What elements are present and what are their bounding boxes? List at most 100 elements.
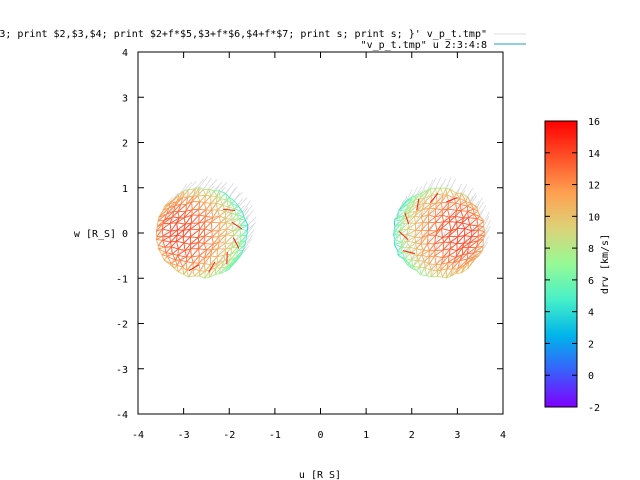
- mesh-segment: [393, 223, 402, 232]
- mesh-segment: [457, 228, 466, 237]
- mesh-segment: [440, 264, 442, 271]
- mesh-segment: [239, 234, 248, 243]
- mesh-segment: [206, 243, 214, 251]
- mesh-segment: [204, 216, 206, 222]
- mesh-segment: [188, 264, 200, 272]
- mesh-segment: [216, 202, 223, 206]
- mesh-segment: [451, 260, 460, 270]
- mesh-segment: [442, 235, 449, 239]
- mesh-segment: [214, 267, 221, 275]
- velocity-arrow: [435, 211, 442, 223]
- mesh-segment: [184, 250, 188, 258]
- mesh-segment: [226, 223, 232, 230]
- mesh-segment: [204, 221, 212, 230]
- mesh-segment: [209, 274, 216, 278]
- mesh-segment: [450, 241, 457, 245]
- mesh-segment: [170, 246, 173, 254]
- mesh-segment: [237, 249, 244, 252]
- mesh-segment: [393, 239, 396, 245]
- mesh-segment: [447, 202, 456, 210]
- mesh-segment: [393, 230, 401, 233]
- mesh-segment: [205, 269, 211, 272]
- mesh-segment: [435, 264, 438, 271]
- mesh-segment: [423, 249, 430, 252]
- mesh-segment: [448, 254, 457, 258]
- mesh-segment: [409, 246, 417, 250]
- mesh-segment: [394, 243, 402, 248]
- mesh-segment: [464, 235, 472, 238]
- mesh-segment: [436, 221, 444, 232]
- velocity-arrow: [482, 241, 489, 251]
- mesh-segment: [468, 236, 479, 244]
- mesh-segment: [158, 248, 167, 254]
- mesh-segment: [448, 201, 456, 204]
- mesh-segment: [415, 222, 424, 224]
- mesh-segment: [198, 215, 206, 224]
- velocity-arrow: [246, 222, 256, 235]
- mesh-segment: [442, 194, 447, 196]
- mesh-segment: [219, 210, 226, 217]
- mesh-segment: [468, 217, 478, 220]
- mesh-segment: [190, 229, 200, 238]
- mesh-segment: [468, 236, 472, 244]
- mesh-segment: [183, 222, 192, 231]
- mesh-segment: [191, 214, 200, 224]
- mesh-segment: [407, 228, 416, 231]
- mesh-segment: [204, 230, 213, 237]
- mesh-segment: [460, 200, 466, 205]
- mesh-segment: [442, 230, 452, 238]
- mesh-segment: [176, 259, 181, 266]
- mesh-segment: [428, 263, 432, 271]
- mesh-segment: [419, 190, 428, 200]
- mesh-segment: [419, 266, 426, 269]
- mesh-segment: [158, 219, 165, 222]
- mesh-segment: [418, 203, 425, 206]
- colorbar-tick-label: 4: [588, 308, 594, 319]
- mesh-segment: [419, 261, 425, 268]
- mesh-segment: [415, 242, 421, 245]
- mesh-segment: [231, 246, 238, 249]
- mesh-segment: [450, 228, 458, 232]
- mesh-segment: [460, 268, 468, 274]
- mesh-segment: [228, 250, 239, 261]
- velocity-arrow: [397, 246, 405, 256]
- mesh-segment: [204, 249, 213, 259]
- velocity-arrow: [484, 220, 491, 232]
- mesh-segment: [401, 240, 407, 243]
- mesh-segment: [239, 218, 241, 226]
- mesh-segment: [436, 269, 442, 277]
- mesh-segment: [185, 197, 189, 205]
- mesh-segment: [172, 216, 180, 219]
- mesh-segment: [454, 216, 457, 223]
- axis-ticks: [137, 51, 504, 415]
- y-tick-label: -1: [116, 274, 128, 285]
- mesh-segment: [464, 228, 473, 232]
- mesh-segment: [424, 267, 428, 277]
- mesh-segment: [393, 220, 396, 227]
- velocity-arrow: [479, 205, 486, 217]
- mesh-segment: [421, 250, 424, 256]
- mesh-segment: [168, 201, 178, 209]
- mesh-segment: [171, 259, 176, 265]
- mesh-segment: [466, 246, 477, 255]
- mesh-segment: [230, 213, 233, 220]
- mesh-segment: [440, 195, 444, 203]
- mesh-segment: [211, 221, 221, 224]
- mesh-segment: [435, 188, 438, 195]
- mesh-segment: [407, 194, 417, 205]
- mesh-segment: [236, 214, 245, 218]
- mesh-segment: [198, 243, 205, 250]
- mesh-segment: [428, 214, 436, 218]
- velocity-arrow: [477, 216, 484, 227]
- mesh-segment: [170, 240, 177, 243]
- mesh-segment: [218, 190, 221, 199]
- mesh-segment: [224, 235, 234, 244]
- mesh-segment: [225, 217, 233, 220]
- mesh-segment: [455, 198, 461, 204]
- mesh-segment: [174, 265, 178, 269]
- mesh-segment: [442, 268, 448, 278]
- mesh-segment: [426, 275, 432, 278]
- velocity-arrow: [399, 220, 407, 231]
- mesh-segment: [441, 215, 445, 222]
- legend: -3; print $2,$3,$4; print $2+f*$5,$3+f*$…: [0, 29, 526, 51]
